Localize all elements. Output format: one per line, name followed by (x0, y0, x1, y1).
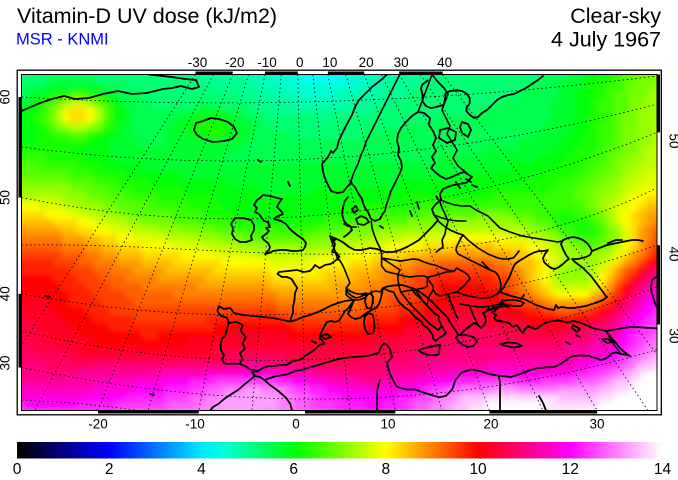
svg-text:MSR - KNMI: MSR - KNMI (16, 31, 109, 49)
svg-text:-30: -30 (188, 55, 208, 70)
svg-text:40: 40 (667, 246, 678, 261)
svg-text:10: 10 (469, 461, 487, 478)
svg-text:40: 40 (0, 286, 13, 301)
svg-text:4 July 1967: 4 July 1967 (551, 28, 661, 52)
svg-text:20: 20 (483, 417, 498, 432)
svg-text:0: 0 (292, 417, 300, 432)
svg-text:30: 30 (667, 328, 678, 343)
svg-text:6: 6 (289, 461, 298, 478)
svg-text:40: 40 (437, 55, 452, 70)
svg-text:-20: -20 (88, 417, 108, 432)
svg-text:50: 50 (0, 190, 13, 205)
svg-text:10: 10 (380, 417, 395, 432)
svg-text:-10: -10 (257, 55, 277, 70)
svg-text:Clear-sky: Clear-sky (570, 4, 661, 28)
svg-text:10: 10 (322, 55, 337, 70)
svg-text:2: 2 (105, 461, 114, 478)
svg-text:20: 20 (359, 55, 374, 70)
svg-text:30: 30 (589, 417, 604, 432)
svg-text:0: 0 (13, 461, 22, 478)
svg-text:-10: -10 (185, 417, 205, 432)
svg-text:60: 60 (0, 89, 13, 104)
svg-text:14: 14 (654, 461, 672, 478)
svg-text:4: 4 (197, 461, 206, 478)
svg-text:8: 8 (382, 461, 391, 478)
svg-text:-20: -20 (225, 55, 245, 70)
svg-text:12: 12 (562, 461, 579, 478)
svg-text:Vitamin-D UV dose (kJ/m2): Vitamin-D UV dose (kJ/m2) (17, 4, 277, 28)
svg-text:50: 50 (667, 133, 678, 148)
svg-text:0: 0 (296, 55, 304, 70)
svg-text:30: 30 (0, 355, 13, 370)
svg-text:30: 30 (394, 55, 409, 70)
